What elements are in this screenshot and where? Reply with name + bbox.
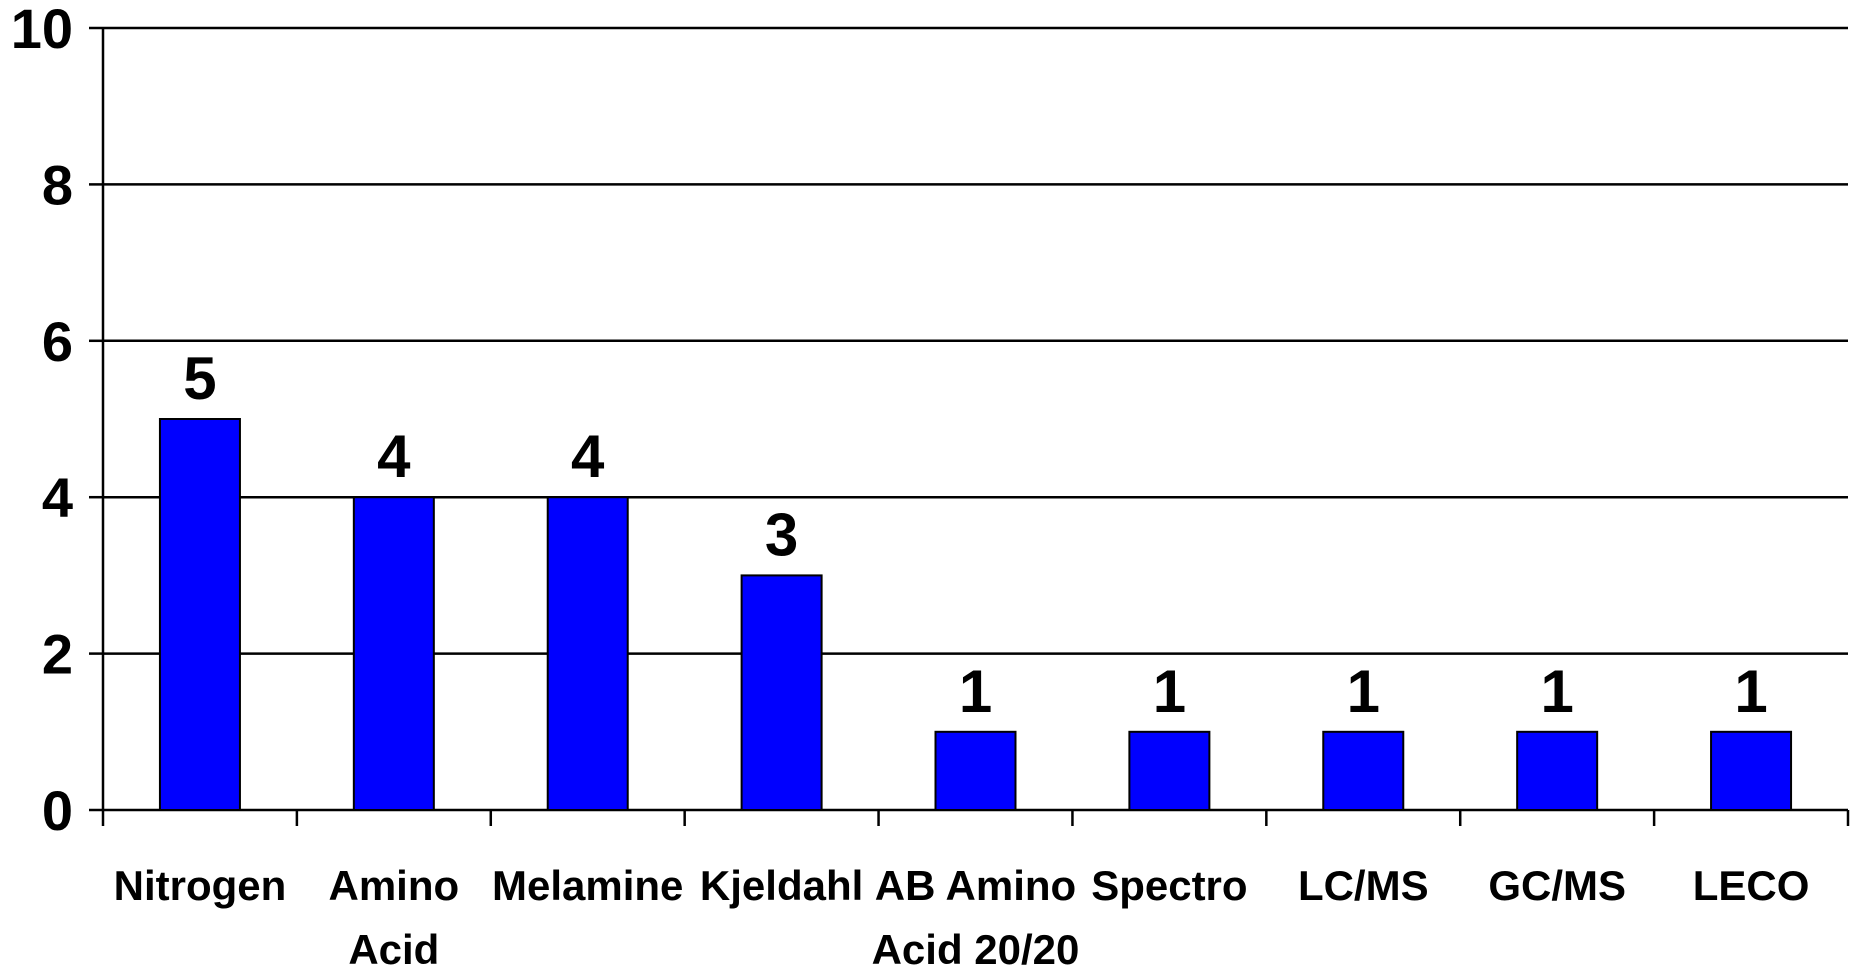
data-label: 1 [1734, 658, 1767, 725]
category-label: Kjeldahl [700, 862, 863, 909]
category-label: LC/MS [1298, 862, 1429, 909]
y-tick-label: 6 [42, 310, 73, 373]
data-label: 1 [959, 658, 992, 725]
bar [934, 730, 1017, 811]
data-label: 5 [183, 345, 216, 412]
category-label: Spectro [1091, 862, 1247, 909]
y-tick-label: 4 [42, 466, 73, 529]
category-label: Melamine [492, 862, 683, 909]
data-label: 1 [1347, 658, 1380, 725]
category-label: Amino Acid [329, 862, 460, 973]
category-label: LECO [1693, 862, 1810, 909]
y-tick-label: 2 [42, 623, 73, 686]
data-label: 4 [571, 423, 605, 490]
data-label: 1 [1153, 658, 1186, 725]
y-tick-label: 0 [42, 779, 73, 842]
bar [546, 496, 629, 811]
category-label: Nitrogen [114, 862, 287, 909]
data-label: 4 [377, 423, 411, 490]
bar [352, 496, 435, 811]
category-label: AB Amino Acid 20/20 [872, 862, 1080, 973]
category-label: GC/MS [1488, 862, 1626, 909]
bars [158, 418, 1793, 812]
bar [1128, 730, 1211, 811]
bar [158, 418, 241, 811]
bar [740, 574, 823, 812]
data-label: 3 [765, 501, 798, 568]
y-tick-label: 8 [42, 153, 73, 216]
data-label: 1 [1540, 658, 1573, 725]
y-tick-label: 10 [11, 0, 73, 60]
labels: 0 2 4 6 8 10 5 Nitrogen 4 Amino Acid 4 Melamine 3 Kjel… [11, 0, 1810, 973]
bar [1710, 730, 1793, 811]
bar [1516, 730, 1599, 811]
bar [1322, 730, 1405, 811]
